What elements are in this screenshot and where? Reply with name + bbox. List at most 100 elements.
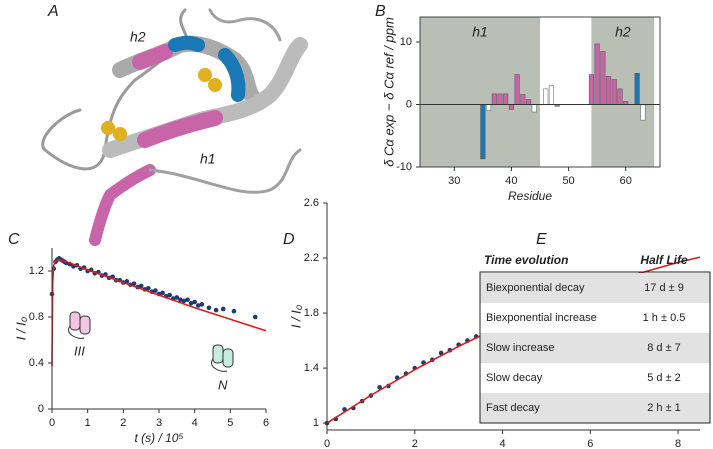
x-axis-label: Residue [508,189,552,203]
icon-part [69,311,81,331]
data-point [192,299,197,305]
x-tick-label: 6 [587,438,593,449]
bar [594,43,600,105]
protein-ribbon [41,8,308,246]
y-tick-label: 0 [406,98,412,110]
x-axis-label: t (s) / 10⁵ [134,431,183,445]
x-tick-label: 40 [505,175,517,187]
table-cell: 8 d ± 7 [647,342,681,354]
panel-label: B [375,3,386,20]
table-header: Time evolution [484,253,568,267]
y-axis-label: I / I₀ [13,316,28,340]
bar [634,73,640,105]
data-point [167,292,172,298]
x-tick-label: 6 [263,417,269,429]
y-axis-label: δ Cα exp − δ Cα ref / ppm [381,17,396,167]
data-point [188,300,194,306]
data-point [253,314,258,320]
bar [503,93,509,105]
data-point [185,297,190,303]
table-cell: Fast decay [486,402,540,414]
table-cell: 17 d ± 9 [644,282,684,294]
data-point [131,281,137,286]
bar [543,88,549,105]
fit-line [51,258,267,367]
table-cell: 1 h ± 0.5 [643,312,686,324]
bar [491,93,497,105]
bar [548,85,554,105]
x-tick-label: 50 [562,175,574,187]
bar [520,94,526,105]
table-row [480,333,710,363]
bar [611,79,617,105]
bar [606,76,612,105]
y-tick-label: 0.4 [29,357,44,369]
panel-label: D [283,231,295,248]
data-point [124,279,130,284]
table-cell: 5 d ± 2 [647,372,681,384]
y-axis-label: I / I₀ [288,304,303,328]
table-cell: Biexponential decay [486,282,585,294]
y-tick-label: 0 [38,403,44,415]
icon-part [212,344,224,364]
data-point [174,295,180,300]
x-tick-label: 3 [156,417,162,429]
state-icon [211,344,234,372]
region-label: h2 [615,24,631,40]
table-cell: Slow decay [486,372,543,384]
data-point [160,290,165,296]
table-row [480,393,710,423]
y-tick-label: 1 [313,417,319,429]
table-header: Half Life [640,253,688,267]
data-point [206,305,212,311]
data-point [181,298,187,304]
data-point [438,350,444,356]
panel-label: C [8,231,20,248]
bar [640,104,646,121]
data-point [178,297,183,303]
data-point [195,303,201,308]
data-point [146,285,151,291]
table-frame [479,271,711,424]
bar [617,88,623,105]
bar [497,93,503,105]
x-tick-label: 0 [324,438,330,449]
bar [600,51,606,105]
table-cell: Slow increase [486,342,554,354]
panel-label: E [536,231,547,248]
bar [531,104,537,113]
y-tick-label: 2.6 [304,197,319,209]
x-tick-label: 30 [448,175,460,187]
data-point [231,308,237,314]
x-tick-label: 60 [620,175,632,187]
icon-part [222,348,234,368]
annotation: N [218,377,228,392]
bar [526,99,532,105]
table-row [480,273,710,303]
data-point [220,306,226,312]
panel-label: A [47,3,59,20]
table-cell: 2 h ± 1 [647,402,681,414]
y-tick-label: 0.8 [29,311,44,323]
bar [486,104,492,111]
y-tick-label: 1.4 [304,362,319,374]
x-tick-label: 8 [675,438,681,449]
state-icon [68,311,91,339]
y-tick-label: 1.8 [304,307,319,319]
table-cell: Biexponential increase [486,312,597,324]
x-tick-label: 2 [120,417,126,429]
data-point [153,288,158,293]
bar [480,104,486,160]
icon-part [211,358,228,372]
x-tick-label: 0 [49,417,55,429]
x-tick-label: 5 [227,417,233,429]
y-tick-label: 2.2 [304,252,319,264]
table-row [480,303,710,333]
data-point [138,283,144,289]
bar [588,74,594,105]
plot-frame [419,16,661,168]
region-label: h1 [472,24,488,40]
annotation: III [74,343,85,358]
icon-part [79,315,91,335]
table-row [480,363,710,393]
